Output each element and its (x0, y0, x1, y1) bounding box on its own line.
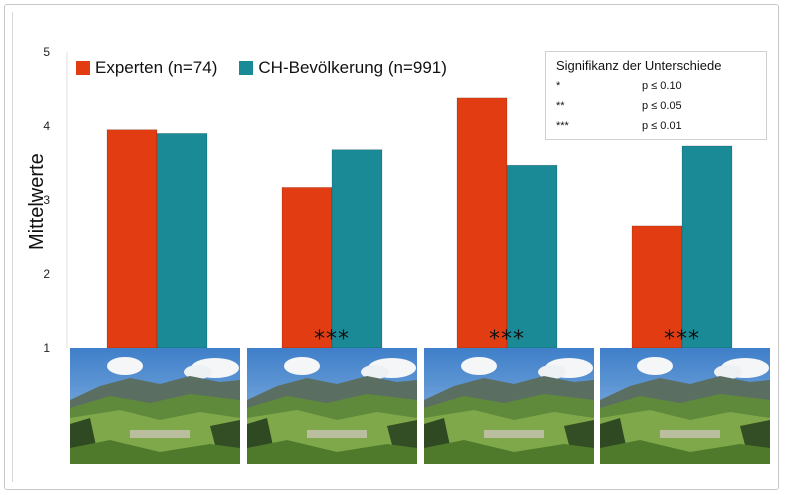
legend: Experten (n=74) CH-Bevölkerung (n=991) (76, 55, 469, 81)
bar-population (506, 164, 558, 349)
significance-title: Signifikanz der Unterschiede (556, 58, 722, 73)
significance-annotation: *** (314, 327, 350, 352)
bar-experts (456, 97, 508, 349)
significance-legend: Signifikanz der Unterschiede * p ≤ 0.10 … (545, 51, 767, 140)
landscape-photo-3 (424, 348, 594, 464)
bar-experts (106, 129, 158, 349)
significance-level: p ≤ 0.05 (642, 100, 682, 112)
legend-swatch-population (239, 61, 254, 75)
significance-level: p ≤ 0.01 (642, 120, 682, 132)
significance-symbol: * (556, 80, 561, 92)
significance-row: ** p ≤ 0.05 (556, 100, 756, 116)
significance-annotation: *** (664, 327, 700, 352)
left-rule (12, 12, 13, 482)
bar-population (681, 145, 733, 349)
significance-annotation: *** (489, 327, 525, 352)
bar-population (156, 133, 208, 349)
slide-frame (4, 4, 779, 490)
y-tick-label: 3 (43, 193, 50, 207)
significance-symbol: *** (556, 120, 569, 132)
bar-population (331, 149, 383, 349)
landscape-photo-1 (70, 348, 240, 464)
y-tick-label: 2 (43, 267, 50, 281)
significance-level: p ≤ 0.10 (642, 80, 682, 92)
y-tick-label: 1 (43, 341, 50, 355)
legend-swatch-experts (76, 61, 90, 75)
legend-item-experts: Experten (n=74) (76, 58, 217, 78)
bar-experts (281, 187, 333, 349)
bar-experts (631, 225, 683, 349)
legend-label-population: CH-Bevölkerung (n=991) (258, 58, 447, 77)
legend-item-population: CH-Bevölkerung (n=991) (239, 58, 447, 78)
significance-row: *** p ≤ 0.01 (556, 120, 756, 136)
legend-label-experts: Experten (n=74) (95, 58, 218, 77)
landscape-photo-2 (247, 348, 417, 464)
significance-symbol: ** (556, 100, 565, 112)
landscape-photo-4 (600, 348, 770, 464)
y-tick-label: 5 (43, 45, 50, 59)
y-axis-label: Mittelwerte (26, 153, 48, 250)
y-tick-label: 4 (43, 119, 50, 133)
significance-row: * p ≤ 0.10 (556, 80, 756, 96)
